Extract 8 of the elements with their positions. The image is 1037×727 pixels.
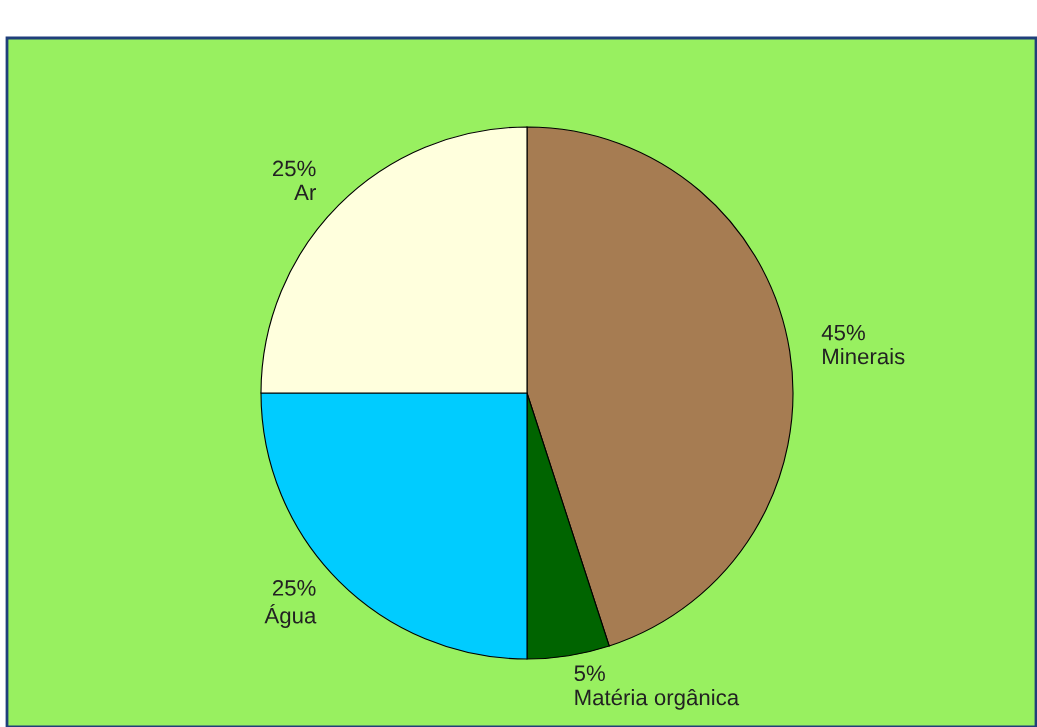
data-label: 45% [821, 324, 865, 341]
slice-label: Ar [294, 184, 316, 201]
data-label: 5% [574, 665, 605, 682]
data-label: 25% [272, 160, 316, 177]
slice-label: Minerais [823, 348, 905, 365]
slice-label: Água [264, 604, 317, 628]
slice-label: Matéria orgânica [575, 688, 740, 710]
data-label: 25% [272, 580, 316, 596]
